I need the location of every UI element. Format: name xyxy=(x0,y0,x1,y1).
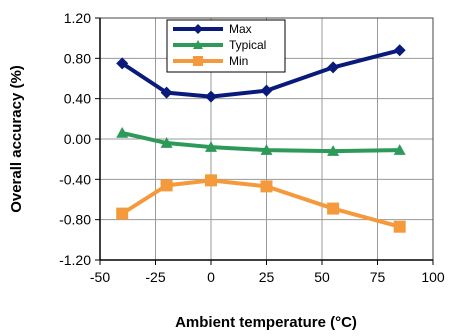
y-tick-label: -0.40 xyxy=(59,171,91,187)
data-point-min xyxy=(393,220,406,233)
tick-labels: -50 -25 0 25 50 75 100 1.20 0.80 0.40 0.00 -0.40 -0.… xyxy=(59,10,445,285)
series-layer xyxy=(116,44,406,233)
x-tick-label: 25 xyxy=(259,269,275,285)
data-point-max xyxy=(160,86,173,99)
data-point-typical xyxy=(327,145,340,156)
x-tick-label: 0 xyxy=(207,269,215,285)
data-point-min xyxy=(260,180,273,193)
data-point-typical xyxy=(393,144,406,155)
data-point-typical xyxy=(160,137,173,148)
y-axis-title: Overall accuracy (%) xyxy=(8,65,25,213)
y-tick-label: 0.40 xyxy=(64,91,91,107)
legend-marker-min xyxy=(193,56,203,66)
data-point-max xyxy=(116,57,129,70)
series-min-line xyxy=(121,178,401,229)
y-tick-label: 0.00 xyxy=(64,131,91,147)
data-point-min xyxy=(205,174,217,187)
data-point-max xyxy=(205,90,217,103)
x-axis-title: Ambient temperature (°C) xyxy=(175,314,357,331)
y-tick-label: -0.80 xyxy=(59,212,91,228)
x-tick-label: 50 xyxy=(314,269,330,285)
series-max xyxy=(116,44,406,103)
series-min xyxy=(116,174,406,233)
x-tick-label: -25 xyxy=(145,269,165,285)
legend-marker-max xyxy=(193,24,203,34)
y-tick-label: 0.80 xyxy=(64,50,91,66)
data-point-max xyxy=(260,84,273,97)
legend: Max Typical Min xyxy=(166,19,286,73)
data-point-typical xyxy=(260,144,273,155)
legend-marker-typical xyxy=(193,40,203,49)
x-tick-label: 100 xyxy=(421,269,445,285)
data-point-typical xyxy=(205,141,217,152)
data-point-min xyxy=(116,207,129,220)
series-typical-line xyxy=(121,130,400,154)
data-point-min xyxy=(327,202,340,215)
axes xyxy=(95,17,434,265)
x-tick-label: -50 xyxy=(90,269,110,285)
data-point-typical xyxy=(116,126,129,138)
legend-label-typical: Typical xyxy=(229,38,266,52)
y-tick-label: -1.20 xyxy=(59,252,91,268)
data-point-min xyxy=(160,179,173,192)
legend-label-max: Max xyxy=(229,22,252,36)
legend-label-min: Min xyxy=(229,54,248,68)
data-point-max xyxy=(393,44,406,57)
series-max-line xyxy=(121,48,401,99)
series-typical xyxy=(116,126,406,156)
x-tick-label: 75 xyxy=(370,269,386,285)
data-point-max xyxy=(327,61,340,74)
y-tick-label: 1.20 xyxy=(64,10,91,26)
